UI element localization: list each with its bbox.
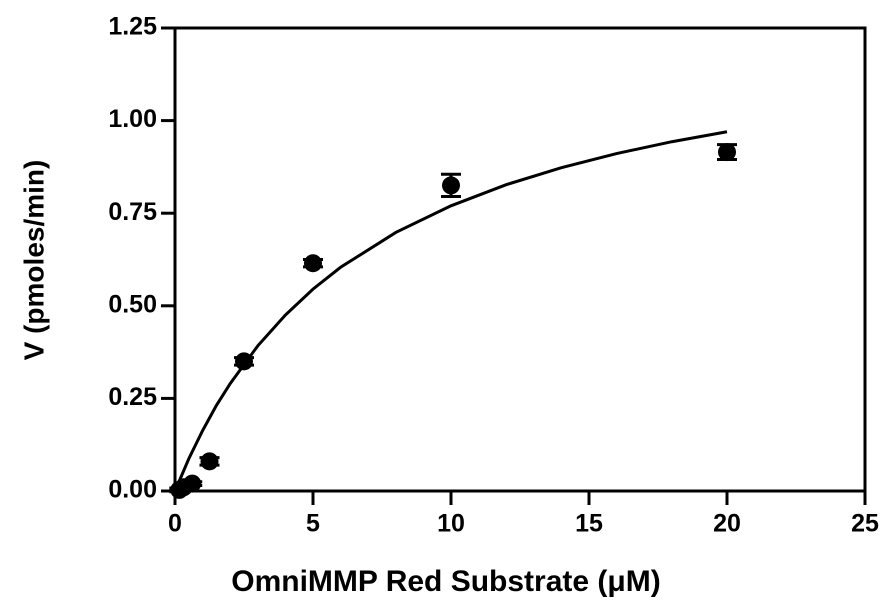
fit-curve (173, 130, 728, 492)
x-tick-label: 25 (851, 510, 879, 538)
x-tick-label: 0 (168, 510, 182, 538)
data-point (304, 254, 322, 273)
plot-frame (173, 26, 867, 493)
y-tick-label: 0.75 (108, 198, 157, 226)
x-axis-label: OmniMMP Red Substrate (μM) (231, 565, 661, 598)
x-tick-label: 15 (575, 510, 603, 538)
y-tick-label: 0.50 (108, 290, 157, 318)
y-tick-label: 1.25 (108, 13, 157, 41)
data-point (235, 352, 253, 371)
data-point (183, 474, 202, 493)
data-point (442, 176, 460, 195)
y-axis-label: V (pmoles/min) (18, 160, 49, 361)
x-tick-label: 10 (437, 510, 465, 538)
y-tick-label: 1.00 (108, 105, 157, 133)
x-tick-label: 5 (306, 510, 320, 538)
y-tick-label: 0.25 (108, 383, 157, 411)
data-point (200, 452, 219, 471)
data-point (718, 143, 736, 162)
y-tick-label: 0.00 (108, 476, 157, 504)
x-tick-label: 20 (713, 510, 741, 538)
